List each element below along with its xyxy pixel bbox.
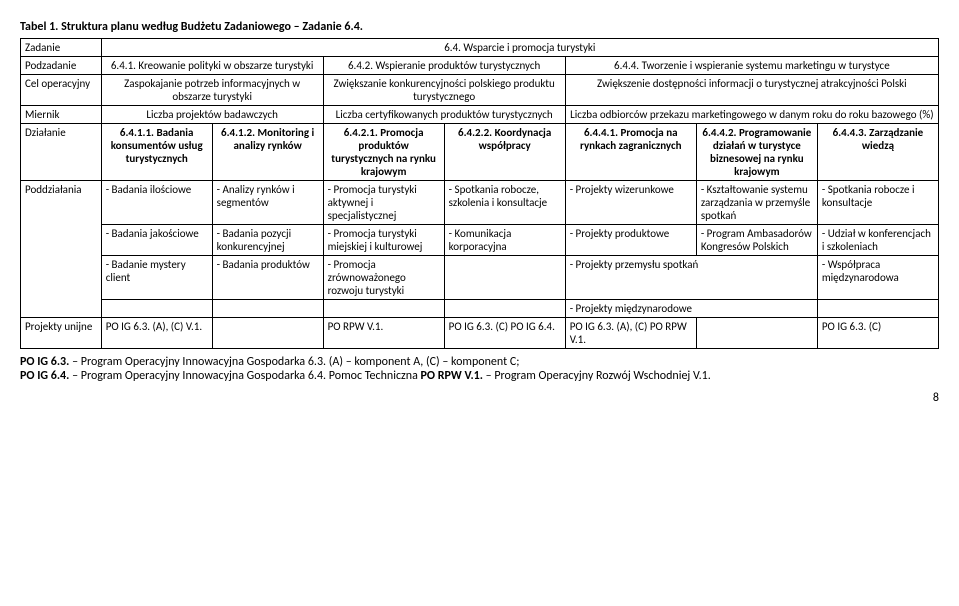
cell-value: - Badanie mystery client [101, 256, 212, 300]
table-row: Działanie 6.4.1.1. Badania konsumentów u… [21, 124, 939, 181]
footer-legend: PO IG 6.3. – Program Operacyjny Innowacy… [20, 355, 939, 383]
cell-empty [323, 300, 444, 318]
cell-value: - Badania produktów [212, 256, 323, 300]
cell-value: PO IG 6.3. (A), (C) V.1. [101, 318, 212, 349]
footer-text: – Program Operacyjny Innowacyjna Gospoda… [69, 355, 519, 369]
cell-value: - Projekty przemysłu spotkań [565, 256, 817, 300]
table-row: Projekty unijne PO IG 6.3. (A), (C) V.1.… [21, 318, 939, 349]
cell-value: Liczba odbiorców przekazu marketingowego… [565, 106, 938, 124]
cell-value: 6.4.2.2. Koordynacja współpracy [444, 124, 565, 181]
cell-value: 6.4.1. Kreowanie polityki w obszarze tur… [101, 57, 323, 75]
cell-label: Podzadanie [21, 57, 102, 75]
cell-empty [212, 318, 323, 349]
cell-value: 6.4.4.1. Promocja na rynkach zagraniczny… [565, 124, 696, 181]
cell-value: 6.4.1.1. Badania konsumentów usług turys… [101, 124, 212, 181]
cell-value: - Spotkania robocze i konsultacje [817, 181, 938, 225]
table-row: Zadanie 6.4. Wsparcie i promocja turysty… [21, 39, 939, 57]
table-row: - Badanie mystery client - Badania produ… [21, 256, 939, 300]
table-row: Cel operacyjny Zaspokajanie potrzeb info… [21, 75, 939, 106]
table-row: Podzadanie 6.4.1. Kreowanie polityki w o… [21, 57, 939, 75]
plan-structure-table: Zadanie 6.4. Wsparcie i promocja turysty… [20, 38, 939, 349]
cell-value: - Projekty międzynarodowe [565, 300, 817, 318]
cell-value: - Projekty wizerunkowe [565, 181, 696, 225]
cell-value: 6.4. Wsparcie i promocja turystyki [101, 39, 938, 57]
cell-empty [444, 256, 565, 300]
cell-empty [696, 318, 817, 349]
cell-value: Zwiększenie dostępności informacji o tur… [565, 75, 938, 106]
cell-value: - Projekty produktowe [565, 225, 696, 256]
table-caption: Tabel 1. Struktura planu według Budżetu … [20, 20, 939, 34]
cell-value: - Udział w konferencjach i szkoleniach [817, 225, 938, 256]
cell-value: 6.4.2.1. Promocja produktów turystycznyc… [323, 124, 444, 181]
cell-label: Projekty unijne [21, 318, 102, 349]
table-row: Poddziałania - Badania ilościowe - Anali… [21, 181, 939, 225]
cell-empty [101, 300, 212, 318]
cell-value: Zwiększanie konkurencyjności polskiego p… [323, 75, 565, 106]
cell-value: 6.4.4. Tworzenie i wspieranie systemu ma… [565, 57, 938, 75]
cell-value: 6.4.4.2. Programowanie działań w turysty… [696, 124, 817, 181]
cell-value: - Promocja zrównoważonego rozwoju turyst… [323, 256, 444, 300]
cell-value: PO IG 6.3. (A), (C) PO RPW V.1. [565, 318, 696, 349]
cell-value: Liczba projektów badawczych [101, 106, 323, 124]
footer-text: – Program Operacyjny Innowacyjna Gospoda… [69, 369, 420, 383]
cell-value: Liczba certyfikowanych produktów turysty… [323, 106, 565, 124]
cell-label: Cel operacyjny [21, 75, 102, 106]
page-number: 8 [20, 391, 939, 405]
cell-value: - Spotkania robocze, szkolenia i konsult… [444, 181, 565, 225]
footer-code: PO RPW V.1. [421, 369, 483, 383]
cell-empty [212, 300, 323, 318]
cell-value: - Promocja turystyki aktywnej i specjali… [323, 181, 444, 225]
cell-empty [444, 300, 565, 318]
cell-value: - Promocja turystyki miejskiej i kulturo… [323, 225, 444, 256]
cell-value: - Współpraca międzynarodowa [817, 256, 938, 300]
cell-value: - Analizy rynków i segmentów [212, 181, 323, 225]
cell-value: - Komunikacja korporacyjna [444, 225, 565, 256]
cell-value: PO IG 6.3. (C) PO IG 6.4. [444, 318, 565, 349]
cell-value: Zaspokajanie potrzeb informacyjnych w ob… [101, 75, 323, 106]
cell-value: - Program Ambasadorów Kongresów Polskich [696, 225, 817, 256]
cell-value: 6.4.1.2. Monitoring i analizy rynków [212, 124, 323, 181]
cell-label: Zadanie [21, 39, 102, 57]
table-row: Miernik Liczba projektów badawczych Licz… [21, 106, 939, 124]
cell-value: - Kształtowanie systemu zarządzania w pr… [696, 181, 817, 225]
footer-code: PO IG 6.4. [20, 369, 69, 383]
cell-value: 6.4.4.3. Zarządzanie wiedzą [817, 124, 938, 181]
cell-value: PO RPW V.1. [323, 318, 444, 349]
table-row: - Projekty międzynarodowe [21, 300, 939, 318]
cell-label: Poddziałania [21, 181, 102, 318]
cell-empty [817, 300, 938, 318]
cell-label: Działanie [21, 124, 102, 181]
cell-value: - Badania ilościowe [101, 181, 212, 225]
cell-value: PO IG 6.3. (C) [817, 318, 938, 349]
footer-text: – Program Operacyjny Rozwój Wschodniej V… [483, 369, 711, 383]
cell-value: - Badania jakościowe [101, 225, 212, 256]
cell-label: Miernik [21, 106, 102, 124]
cell-value: 6.4.2. Wspieranie produktów turystycznyc… [323, 57, 565, 75]
cell-value: - Badania pozycji konkurencyjnej [212, 225, 323, 256]
table-row: - Badania jakościowe - Badania pozycji k… [21, 225, 939, 256]
footer-code: PO IG 6.3. [20, 355, 69, 369]
